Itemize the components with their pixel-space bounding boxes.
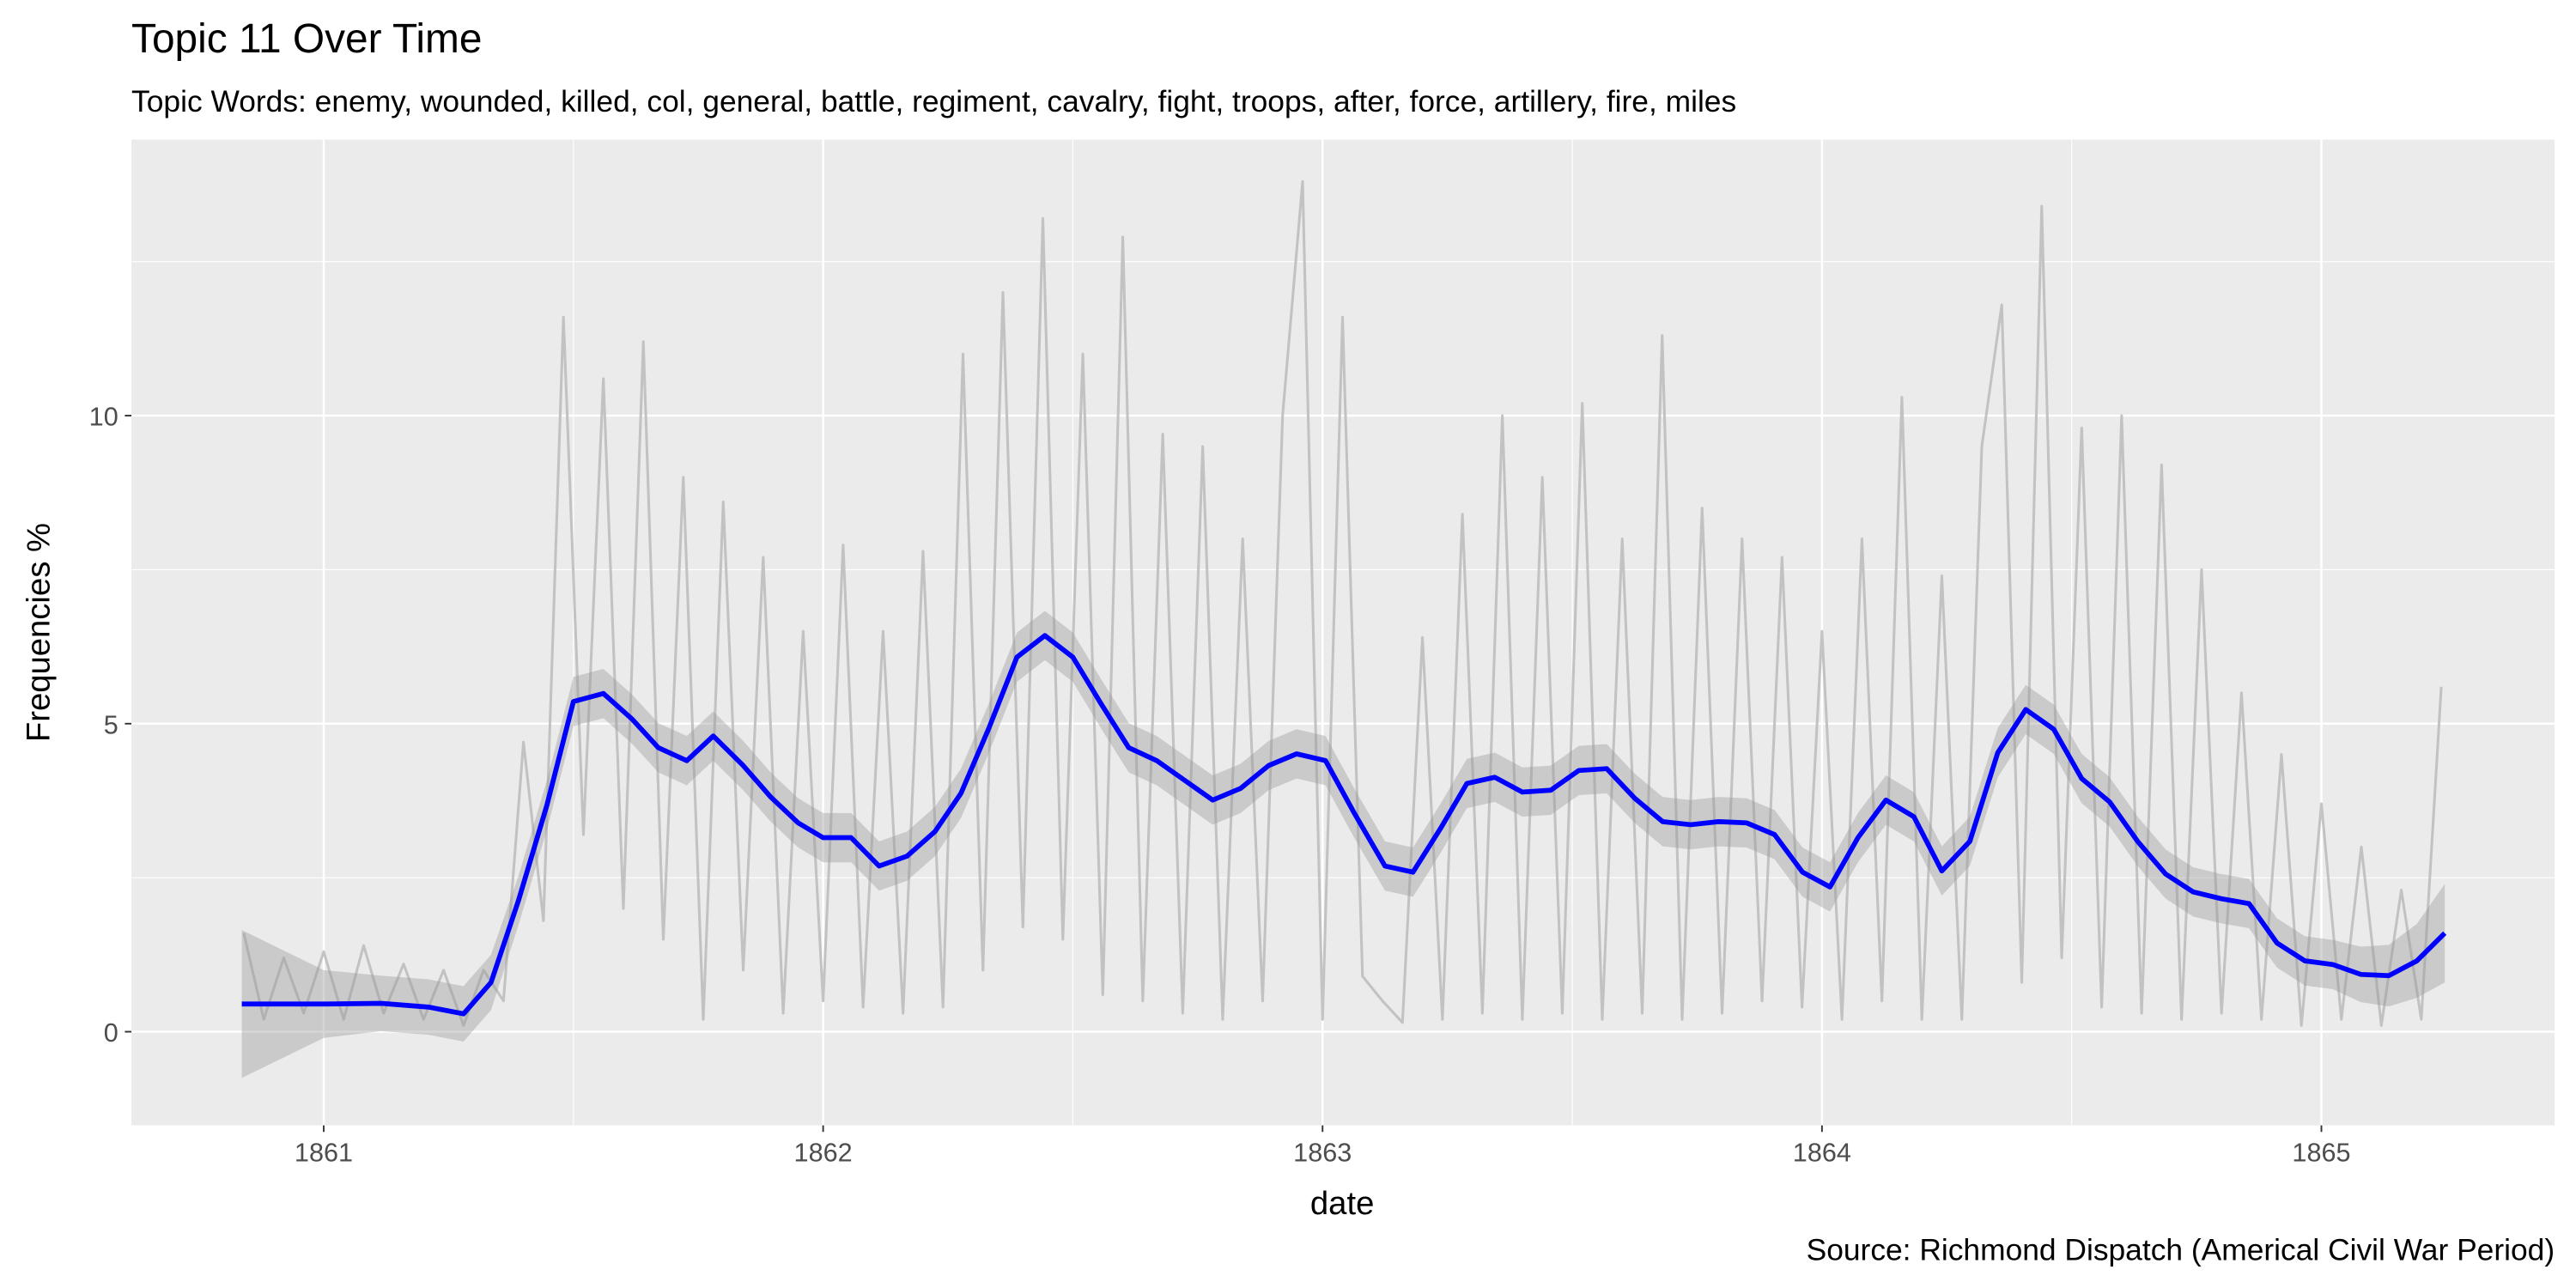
x-tick-label: 1864 bbox=[1793, 1139, 1851, 1168]
smooth-line bbox=[241, 633, 2447, 1017]
plot-panel bbox=[131, 139, 2555, 1126]
chart-title: Topic 11 Over Time bbox=[131, 16, 482, 62]
confidence-band bbox=[241, 611, 2445, 1078]
y-tick-label: 10 bbox=[89, 403, 118, 432]
chart-subtitle: Topic Words: enemy, wounded, killed, col… bbox=[131, 85, 1736, 118]
caption: Source: Richmond Dispatch (Americal Civi… bbox=[1807, 1233, 2555, 1267]
x-axis-title: date bbox=[1310, 1185, 1374, 1222]
raw-line bbox=[242, 179, 2443, 1027]
x-tick-label: 1865 bbox=[2292, 1139, 2350, 1168]
x-tick-label: 1862 bbox=[794, 1139, 853, 1168]
y-tick-label: 5 bbox=[104, 710, 118, 739]
y-axis-title: Frequencies % bbox=[20, 523, 57, 742]
y-tick-label: 0 bbox=[104, 1018, 118, 1048]
x-tick-label: 1863 bbox=[1293, 1139, 1352, 1168]
x-tick-label: 1861 bbox=[295, 1139, 353, 1168]
